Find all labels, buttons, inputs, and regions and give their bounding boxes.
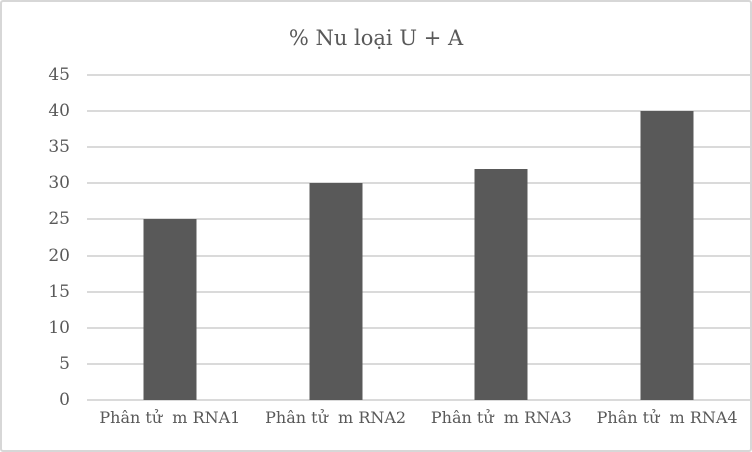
gridline [87, 110, 750, 113]
gridline [87, 399, 750, 401]
gridline [87, 362, 750, 365]
gridline [87, 326, 750, 329]
x-category-label: Phân tử m RNA2 [265, 408, 407, 427]
x-category-label: Phân tử m RNA4 [596, 408, 738, 427]
plot-area [87, 74, 750, 401]
gridline [87, 74, 750, 76]
y-tick-label: 20 [48, 245, 70, 266]
y-tick-label: 5 [59, 353, 70, 374]
x-category-label: Phân tử m RNA1 [99, 408, 241, 427]
chart-title: % Nu loại U + A [288, 26, 464, 50]
y-tick-label: 25 [48, 209, 70, 230]
gridline [87, 146, 750, 149]
x-category-label: Phân tử m RNA3 [430, 408, 572, 427]
x-axis-category-labels: Phân tử m RNA1 Phân tử m RNA2 Phân tử m RN… [87, 408, 750, 436]
y-tick-label: 15 [48, 281, 70, 302]
y-tick-label: 40 [48, 101, 70, 122]
y-tick-label: 0 [59, 390, 70, 410]
gridline [87, 254, 750, 257]
gridline [87, 182, 750, 185]
y-tick-label: 35 [48, 137, 70, 158]
bar [474, 168, 528, 400]
y-tick-label: 10 [48, 317, 70, 338]
gridline [87, 290, 750, 293]
y-axis-tick-labels: 0 5 10 15 20 25 30 35 40 45 [2, 65, 70, 410]
y-tick-label: 30 [48, 173, 70, 194]
bar [143, 219, 197, 400]
bar [309, 183, 363, 400]
bar [640, 111, 694, 400]
y-tick-label: 45 [48, 65, 70, 85]
gridline [87, 218, 750, 221]
